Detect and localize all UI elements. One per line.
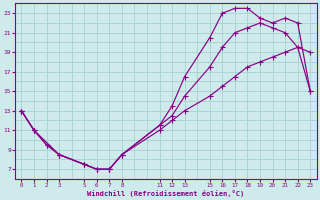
X-axis label: Windchill (Refroidissement éolien,°C): Windchill (Refroidissement éolien,°C)	[87, 190, 244, 197]
